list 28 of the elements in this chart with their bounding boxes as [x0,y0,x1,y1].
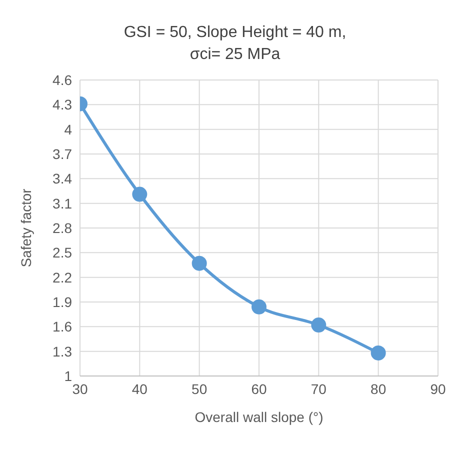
x-tick-label: 60 [251,380,267,397]
chart-title: GSI = 50, Slope Height = 40 m, σci= 25 MPa [122,23,348,65]
y-tick-label: 4.6 [52,72,72,88]
y-tick-label: 1.6 [52,318,72,335]
point [132,186,148,202]
x-tick-label: 90 [430,380,446,397]
y-axis-title: Safety factor [18,188,34,268]
y-tick-label: 4 [64,121,72,138]
x-axis-title: Overall wall slope (°) [194,409,324,425]
point [311,318,326,333]
y-tick-label: 3.1 [52,195,72,212]
point [192,256,207,271]
y-tick-label: 2.2 [52,269,72,286]
y-tick-label: 1 [64,368,72,384]
x-tick-label: 30 [72,380,88,397]
y-tick-label: 1.9 [52,294,72,310]
y-tick-label: 3.7 [52,146,72,162]
y-tick-label: 2.8 [52,220,72,236]
x-tick-label: 80 [370,380,386,397]
y-tick-label: 4.3 [52,96,72,113]
x-tick-label: 40 [132,380,148,397]
y-tick-label: 2.5 [52,244,72,261]
point [370,345,386,360]
point [252,299,266,314]
y-tick-label: 1.3 [52,343,72,360]
y-tick-label: 3.4 [52,170,72,187]
x-tick-label: 70 [310,380,327,397]
x-tick-label: 50 [192,380,208,397]
